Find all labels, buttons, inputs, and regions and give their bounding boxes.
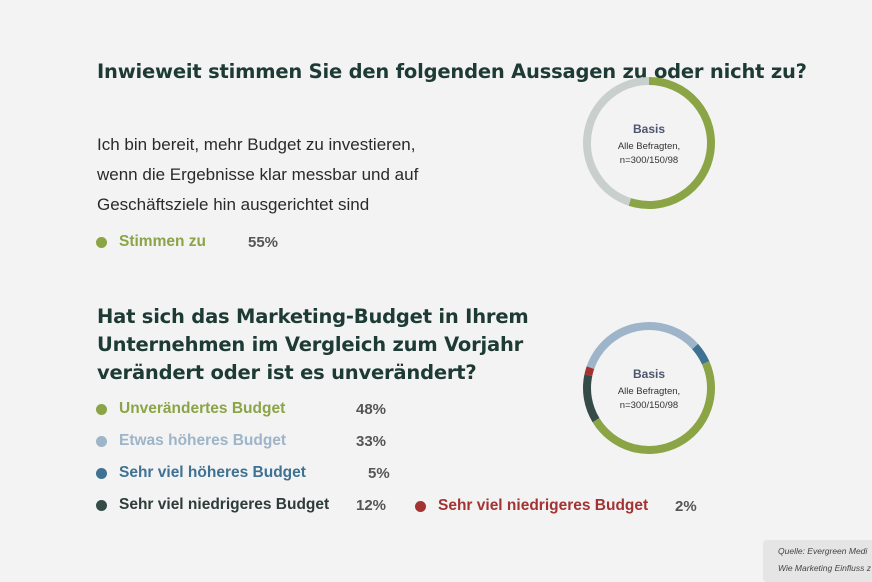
legend-dot-icon: [415, 500, 426, 512]
source-note: Quelle: Evergreen Medi Wie Marketing Einf…: [763, 540, 872, 582]
donut-center-line2: n=300/150/98: [620, 400, 678, 411]
donut-chart-2: Basis Alle Befragten, n=300/150/98: [583, 322, 715, 454]
legend-label: Sehr viel niedrigeres Budget: [438, 497, 649, 514]
legend-label: Sehr viel höheres Budget: [119, 464, 306, 481]
donut-slice: [628, 77, 715, 209]
source-line-1: Quelle: Evergreen Medi: [778, 546, 868, 556]
donut-center-line1: Alle Befragten,: [618, 141, 680, 152]
donut-slice: [592, 361, 715, 454]
legend-value: 48%: [356, 401, 387, 418]
legend-dot-icon: [96, 435, 107, 447]
legend-label: Stimmen zu: [119, 233, 206, 250]
donut-slice: [583, 77, 650, 206]
donut-slice: [586, 322, 699, 370]
legend-item: Unverändertes Budget: [96, 400, 285, 418]
legend-value: 55%: [248, 234, 279, 251]
legend-dot-icon: [96, 236, 107, 248]
donut-slice: [692, 343, 710, 365]
legend-label: Etwas höheres Budget: [119, 432, 287, 449]
donut-chart-1: Basis Alle Befragten, n=300/150/98: [583, 77, 715, 209]
question-2-title: Hat sich das Marketing-Budget in Ihrem U…: [97, 305, 529, 384]
legend-dot-icon: [96, 403, 107, 415]
legend-dot-icon: [96, 467, 107, 479]
legend-item: Sehr viel höheres Budget: [96, 464, 306, 482]
legend-value: 33%: [356, 433, 387, 450]
source-line-2: Wie Marketing Einfluss z: [778, 563, 871, 573]
legend-label: Sehr viel niedrigeres Budget: [119, 496, 330, 513]
donut-center-line2: n=300/150/98: [620, 155, 678, 166]
legend-item: Sehr viel niedrigeres Budget: [415, 497, 648, 515]
legend-item: Stimmen zu: [96, 233, 206, 251]
legend-label: Unverändertes Budget: [119, 400, 286, 417]
donut-center-title: Basis: [633, 122, 665, 136]
legend-item: Sehr viel niedrigeres Budget: [96, 496, 329, 514]
legend-item: Etwas höheres Budget: [96, 432, 286, 450]
legend-dot-icon: [96, 499, 107, 511]
question-1-title: Inwieweit stimmen Sie den folgenden Auss…: [97, 60, 807, 83]
legend-value: 5%: [368, 465, 390, 482]
donut-slice: [584, 366, 595, 376]
donut-center-title: Basis: [633, 367, 665, 381]
donut-slice: [583, 374, 600, 423]
statement: Ich bin bereit, mehr Budget zu investier…: [97, 135, 419, 214]
legend-value: 12%: [356, 497, 387, 514]
legend-value: 2%: [675, 498, 697, 515]
donut-center-line1: Alle Befragten,: [618, 386, 680, 397]
